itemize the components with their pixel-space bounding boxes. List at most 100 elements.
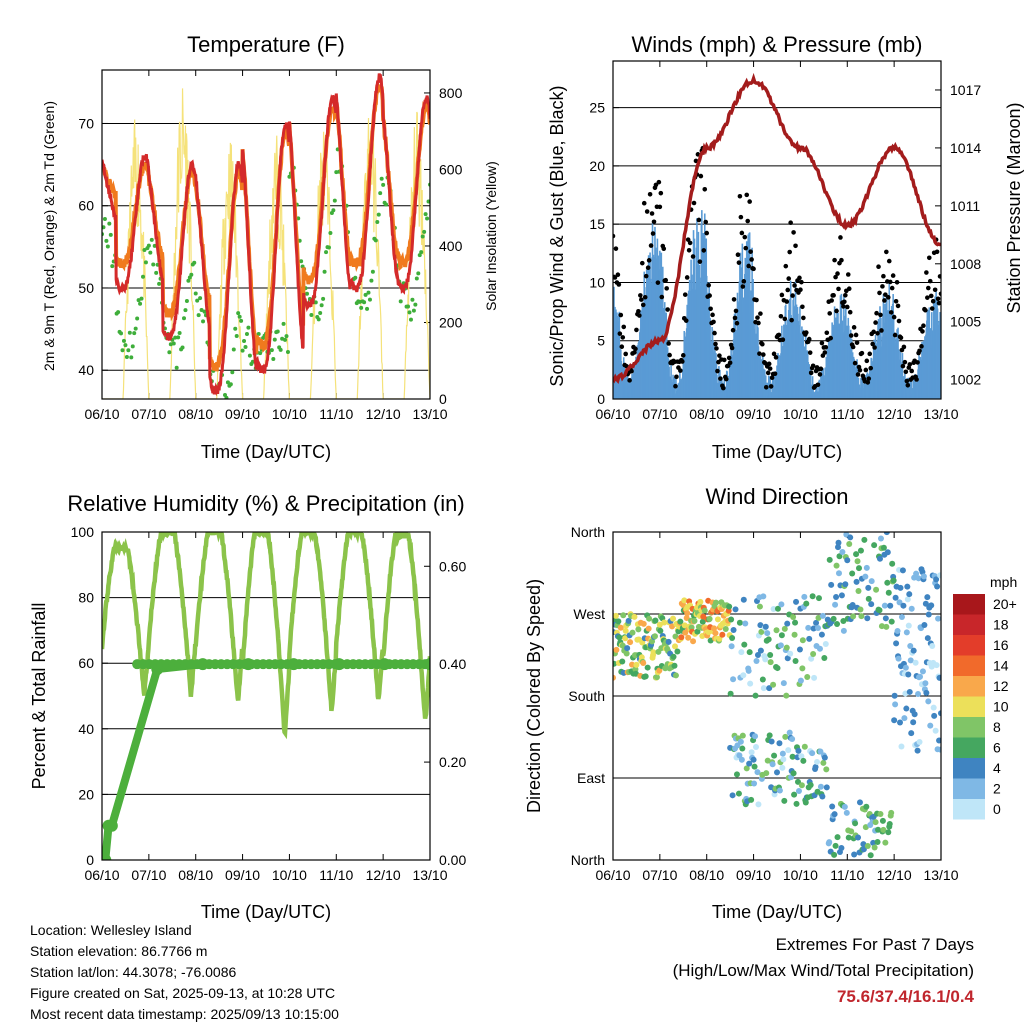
gust-point bbox=[755, 315, 760, 320]
gust-point bbox=[619, 344, 625, 350]
gust-point bbox=[744, 192, 750, 198]
direction-point bbox=[665, 638, 672, 645]
x-tick-label: 11/10 bbox=[830, 406, 864, 422]
gust-point bbox=[874, 310, 879, 316]
gust-point bbox=[896, 318, 902, 324]
direction-point bbox=[936, 737, 941, 744]
dewpoint-point bbox=[284, 334, 289, 339]
gust-point bbox=[680, 359, 685, 364]
gust-point bbox=[613, 275, 618, 280]
gust-point bbox=[641, 200, 647, 206]
gust-point bbox=[621, 324, 627, 330]
y2-tick-label: 1011 bbox=[950, 198, 980, 214]
gust-point bbox=[846, 286, 852, 292]
gust-point bbox=[717, 353, 722, 358]
gust-point bbox=[667, 352, 672, 358]
dewpoint-point bbox=[138, 301, 143, 306]
gust-point bbox=[754, 297, 759, 303]
direction-point bbox=[871, 542, 878, 549]
direction-point bbox=[622, 635, 629, 642]
dewpoint-point bbox=[126, 348, 131, 353]
direction-point bbox=[863, 803, 870, 810]
direction-point bbox=[741, 641, 748, 648]
dewpoint-point bbox=[107, 221, 112, 226]
direction-point bbox=[872, 819, 879, 826]
direction-point bbox=[907, 642, 914, 649]
direction-point bbox=[856, 565, 862, 572]
colorbar-label: 14 bbox=[993, 658, 1009, 674]
x-tick-label: 12/10 bbox=[877, 406, 912, 422]
gust-point bbox=[791, 230, 796, 235]
direction-point bbox=[858, 613, 865, 620]
direction-point bbox=[851, 851, 858, 858]
direction-point bbox=[855, 834, 862, 841]
temperature-title: Temperature (F) bbox=[187, 32, 345, 57]
direction-point bbox=[677, 618, 684, 625]
direction-point bbox=[797, 677, 804, 684]
gust-point bbox=[799, 279, 804, 285]
gust-point bbox=[841, 304, 846, 309]
dewpoint-point bbox=[102, 216, 107, 221]
colorbar-label: 10 bbox=[993, 699, 1009, 715]
direction-point bbox=[747, 680, 754, 687]
direction-point bbox=[865, 584, 872, 591]
dewpoint-point bbox=[334, 170, 339, 175]
x-tick-label: 07/10 bbox=[642, 867, 677, 883]
direction-point bbox=[767, 652, 774, 659]
gust-point bbox=[921, 323, 926, 329]
direction-point bbox=[730, 627, 737, 634]
gust-point bbox=[819, 340, 825, 346]
direction-point bbox=[783, 644, 790, 651]
direction-point bbox=[740, 596, 747, 603]
direction-point bbox=[826, 839, 833, 846]
dewpoint-point bbox=[423, 212, 428, 217]
gust-point bbox=[889, 285, 895, 291]
dewpoint-point bbox=[381, 182, 386, 187]
gust-point bbox=[751, 266, 756, 272]
direction-point bbox=[914, 747, 921, 754]
direction-point bbox=[691, 617, 698, 624]
direction-point bbox=[922, 680, 929, 687]
direction-point bbox=[705, 629, 712, 636]
direction-point bbox=[729, 792, 736, 799]
direction-point bbox=[697, 598, 704, 605]
gust-point bbox=[778, 313, 784, 319]
direction-point bbox=[770, 681, 777, 688]
dewpoint-point bbox=[269, 348, 274, 353]
colorbar-title: mph bbox=[990, 574, 1017, 590]
gust-point bbox=[818, 366, 824, 372]
dewpoint-point bbox=[233, 326, 238, 331]
dewpoint-point bbox=[222, 400, 226, 404]
direction-point bbox=[791, 791, 798, 798]
gust-point bbox=[782, 316, 788, 322]
direction-point bbox=[750, 756, 757, 763]
dewpoint-point bbox=[133, 326, 138, 331]
gust-point bbox=[656, 179, 662, 185]
dewpoint-point bbox=[230, 370, 235, 375]
direction-point bbox=[770, 606, 777, 613]
dewpoint-point bbox=[246, 325, 251, 330]
temperature-ylabel-left: 2m & 9m T (Red, Orange) & 2m Td (Green) bbox=[41, 101, 57, 371]
gust-point bbox=[655, 280, 661, 285]
x-tick-label: 11/10 bbox=[319, 406, 353, 422]
direction-point bbox=[792, 619, 799, 626]
direction-point bbox=[840, 627, 847, 634]
gust-point bbox=[766, 361, 772, 367]
direction-point bbox=[798, 753, 805, 760]
direction-point bbox=[760, 593, 767, 600]
gust-point bbox=[659, 294, 665, 300]
direction-point bbox=[748, 749, 755, 756]
direction-point bbox=[821, 754, 828, 761]
gust-point bbox=[788, 220, 793, 226]
colorbar-swatch bbox=[953, 717, 985, 738]
gust-point bbox=[932, 287, 938, 293]
direction-point bbox=[629, 661, 636, 668]
gust-point bbox=[636, 308, 641, 314]
direction-point bbox=[886, 820, 893, 827]
gust-point bbox=[721, 357, 727, 363]
colorbar-label: 18 bbox=[993, 617, 1009, 633]
gust-point bbox=[824, 330, 830, 336]
direction-point bbox=[838, 845, 845, 852]
direction-point bbox=[883, 532, 890, 536]
direction-point bbox=[700, 613, 707, 620]
